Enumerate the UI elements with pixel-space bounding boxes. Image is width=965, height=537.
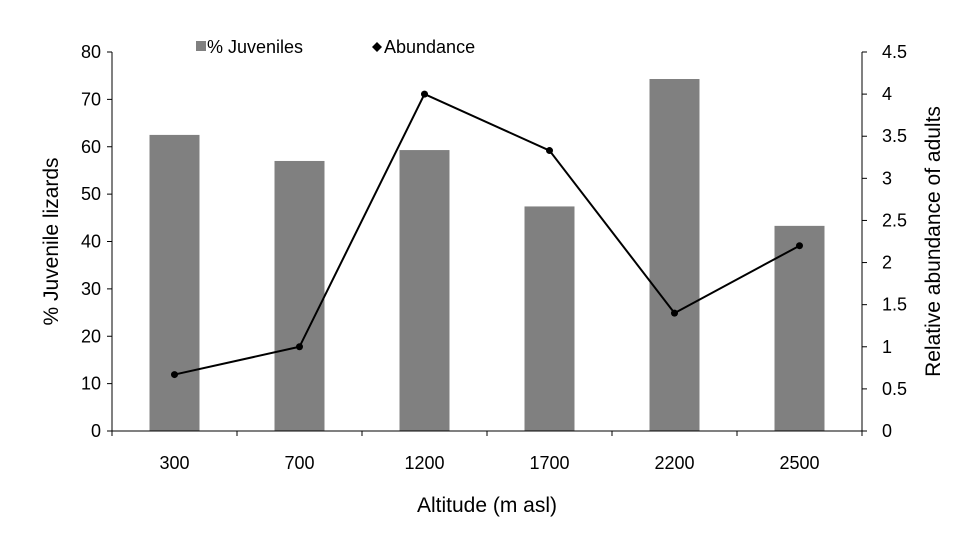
- x-tick-label: 700: [284, 453, 314, 473]
- y-tick-label: 30: [81, 279, 101, 299]
- x-tick-label: 1200: [404, 453, 444, 473]
- y2-axis-title: Relative abundance of adults: [922, 106, 945, 377]
- bar-2500: [774, 225, 825, 431]
- y2-tick-label: 2: [882, 253, 892, 273]
- x-axis-title: Altitude (m asl): [417, 494, 557, 517]
- y2-tick-label: 2.5: [882, 210, 907, 230]
- axes-layer: 0 10 20 30 40 50 60 70 80 0 0.5 1 1.5 2 2.5 3 3.5 4 4.5 300…: [81, 42, 907, 473]
- bar-700: [274, 160, 325, 431]
- y-tick-label: 20: [81, 326, 101, 346]
- bar-2200: [649, 79, 700, 431]
- y2-tick-label: 0: [882, 421, 892, 441]
- x-tick-label: 2200: [654, 453, 694, 473]
- y-tick-label: 60: [81, 137, 101, 157]
- y-tick-label: 70: [81, 89, 101, 109]
- y2-tick-label: 1: [882, 337, 892, 357]
- y2-tick-label: 3.5: [882, 126, 907, 146]
- abundance-point-1700: [546, 147, 553, 155]
- abundance-point-700: [296, 343, 303, 351]
- y-tick-label: 0: [91, 421, 101, 441]
- y2-tick-label: 4.5: [882, 42, 907, 62]
- y-tick-label: 80: [81, 42, 101, 62]
- abundance-line: [174, 92, 800, 376]
- y-tick-label: 40: [81, 232, 101, 252]
- y2-tick-label: 4: [882, 84, 892, 104]
- x-tick-label: 300: [159, 453, 189, 473]
- abundance-point-1200: [421, 90, 428, 98]
- x-tick-label: 1700: [529, 453, 569, 473]
- abundance-point-2500: [796, 242, 803, 250]
- bars-layer: [149, 79, 825, 431]
- abundance-point-300: [171, 371, 178, 379]
- y2-tick-label: 0.5: [882, 379, 907, 399]
- legend-bar-label: % Juveniles: [207, 37, 303, 57]
- x-tick-label: 2500: [779, 453, 819, 473]
- line-layer: [171, 90, 803, 379]
- y-axis-title: % Juvenile lizards: [40, 157, 63, 325]
- bar-1200: [399, 150, 450, 431]
- legend-line-marker: [372, 42, 382, 52]
- y-tick-label: 50: [81, 184, 101, 204]
- abundance-point-2200: [671, 309, 678, 317]
- bar-300: [149, 134, 200, 431]
- legend-line-label: Abundance: [384, 37, 475, 57]
- y-tick-label: 10: [81, 374, 101, 394]
- legend: % Juveniles Abundance: [196, 37, 475, 57]
- bar-1700: [524, 206, 575, 431]
- legend-bar-swatch: [196, 41, 206, 51]
- y2-tick-label: 3: [882, 168, 892, 188]
- y2-tick-label: 1.5: [882, 295, 907, 315]
